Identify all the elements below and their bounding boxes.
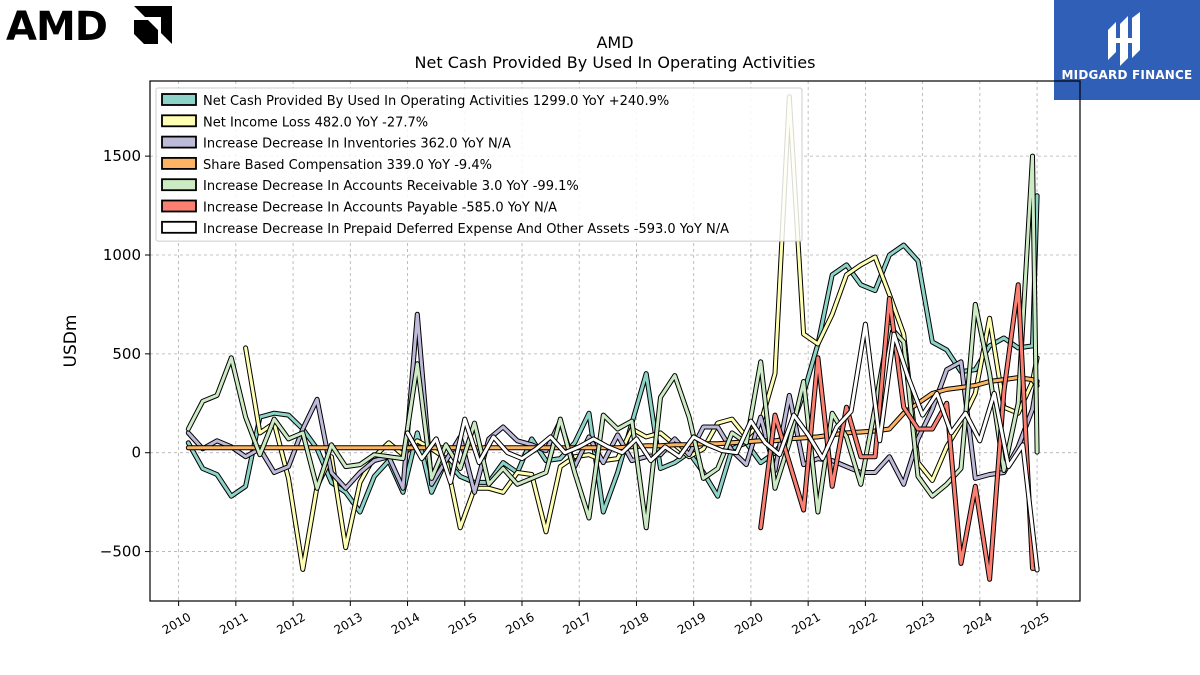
midgard-finance-logo: MIDGARD FINANCE: [1054, 0, 1200, 100]
y-tick-label: 500: [112, 345, 141, 363]
legend-item: Increase Decrease In Accounts Payable -5…: [161, 199, 557, 216]
x-tick-label: 2021: [789, 610, 822, 637]
series-line: [759, 283, 1039, 581]
amd-logo: AMD: [6, 4, 172, 48]
legend-swatch: [161, 93, 197, 106]
legend-label: Increase Decrease In Accounts Payable -5…: [203, 201, 557, 216]
x-tick-label: 2024: [961, 610, 994, 637]
amd-logo-text: AMD: [6, 4, 107, 48]
x-tick-label: 2022: [847, 610, 880, 637]
legend-label: Net Income Loss 482.0 YoY -27.7%: [203, 115, 428, 130]
series-line: [186, 194, 1039, 514]
x-tick-label: 2014: [389, 610, 422, 637]
legend-item: Net Cash Provided By Used In Operating A…: [161, 93, 669, 109]
legend-item: Increase Decrease In Inventories 362.0 Y…: [161, 135, 511, 152]
x-tick-label: 2010: [160, 610, 193, 637]
plot-frame: [149, 80, 1081, 602]
x-tick-label: 2018: [618, 610, 651, 637]
legend-item: Increase Decrease In Accounts Receivable…: [161, 178, 579, 194]
legend-swatch: [161, 199, 197, 213]
amd-arrow-icon: [134, 6, 172, 44]
chart-subtitle: Net Cash Provided By Used In Operating A…: [415, 53, 816, 72]
x-tick-label: 2013: [332, 610, 365, 637]
series-3: [185, 311, 1040, 495]
legend: Net Cash Provided By Used In Operating A…: [155, 87, 803, 242]
series-line: [186, 312, 1039, 494]
x-tick-label: 2019: [675, 610, 708, 637]
legend-item: Net Income Loss 482.0 YoY -27.7%: [161, 114, 428, 130]
legend-label: Net Cash Provided By Used In Operating A…: [203, 94, 669, 109]
legend-label: Share Based Compensation 339.0 YoY -9.4%: [203, 158, 492, 173]
legend-item: Increase Decrease In Prepaid Deferred Ex…: [161, 220, 729, 237]
chart-title: AMD: [596, 33, 633, 52]
x-tick-label: 2023: [904, 610, 937, 637]
series-6: [758, 282, 1040, 582]
legend-item: Share Based Compensation 339.0 YoY -9.4%: [161, 156, 492, 173]
y-tick-label: 1000: [103, 246, 141, 264]
legend-swatch: [161, 220, 197, 234]
series-7: [405, 321, 1040, 573]
x-tick-label: 2025: [1018, 610, 1051, 637]
x-tick-label: 2017: [561, 610, 594, 637]
x-tick-label: 2015: [446, 610, 479, 637]
legend-swatch: [161, 114, 197, 128]
x-tick-label: 2012: [274, 610, 307, 637]
y-tick-label: 1500: [103, 147, 141, 165]
series-5: [185, 153, 1040, 531]
x-tick-label: 2020: [732, 610, 765, 637]
x-tick-label: 2011: [217, 610, 250, 637]
series-line: [186, 154, 1039, 530]
series-line: [406, 322, 1039, 572]
publisher-name: MIDGARD FINANCE: [1061, 68, 1193, 82]
legend-swatch: [161, 156, 197, 170]
y-axis-label: USDm: [61, 315, 81, 368]
y-tick-label: 0: [131, 444, 141, 462]
legend-swatch: [161, 178, 197, 192]
x-tick-label: 2016: [503, 610, 536, 637]
y-tick-label: −500: [100, 543, 141, 561]
legend-label: Increase Decrease In Prepaid Deferred Ex…: [203, 222, 729, 237]
series-1: [185, 193, 1040, 515]
series-layer: [185, 94, 1040, 582]
y-axis: −500 0 500 1000 1500: [100, 147, 150, 561]
midgard-mark-icon: [1108, 12, 1140, 66]
legend-label: Increase Decrease In Inventories 362.0 Y…: [203, 137, 511, 152]
x-axis: 2010 2011 2012 2013 2014 2015 2016 2017 2018 2019…: [160, 601, 1052, 637]
legend-label: Increase Decrease In Accounts Receivable…: [203, 179, 579, 194]
legend-box: [155, 87, 803, 242]
legend-swatch: [161, 135, 197, 149]
